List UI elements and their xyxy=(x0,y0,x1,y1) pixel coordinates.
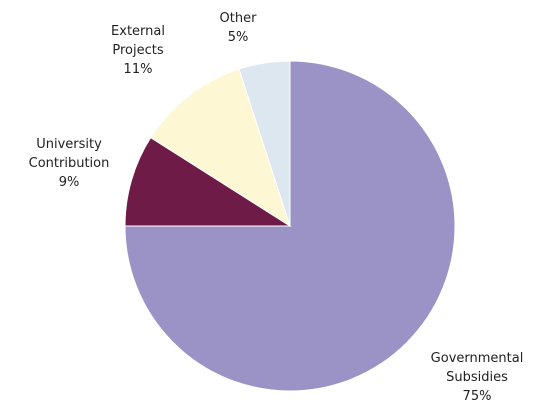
pie-slice-governmental-subsidies xyxy=(124,60,456,392)
pie-category-label: Governmental xyxy=(431,351,524,366)
pie-label-governmental-subsidies: Governmental Subsidies 75% xyxy=(431,351,524,404)
pie-labels: Governmental Subsidies 75% University Contri… xyxy=(29,11,524,404)
pie-value-label: 5% xyxy=(228,30,249,45)
pie-value-label: 75% xyxy=(463,389,492,404)
pie-category-label: University xyxy=(36,137,102,152)
pie-category-label: Other xyxy=(220,11,258,26)
pie-slice-other xyxy=(238,60,291,227)
pie-category-label: Subsidies xyxy=(446,370,508,385)
pie-category-label: Projects xyxy=(112,43,163,58)
pie-category-label: External xyxy=(111,24,165,39)
pie-category-label: Contribution xyxy=(29,156,110,171)
pie-label-other: Other 5% xyxy=(220,11,258,45)
pie-slice-university-contribution xyxy=(124,136,292,227)
pie-value-label: 11% xyxy=(124,62,153,77)
pie-value-label: 9% xyxy=(59,175,80,190)
pie-slice-external-projects xyxy=(149,68,291,228)
pie-label-external-projects: External Projects 11% xyxy=(111,24,165,77)
pie-slices xyxy=(124,60,456,392)
pie-label-university-contribution: University Contribution 9% xyxy=(29,137,110,190)
